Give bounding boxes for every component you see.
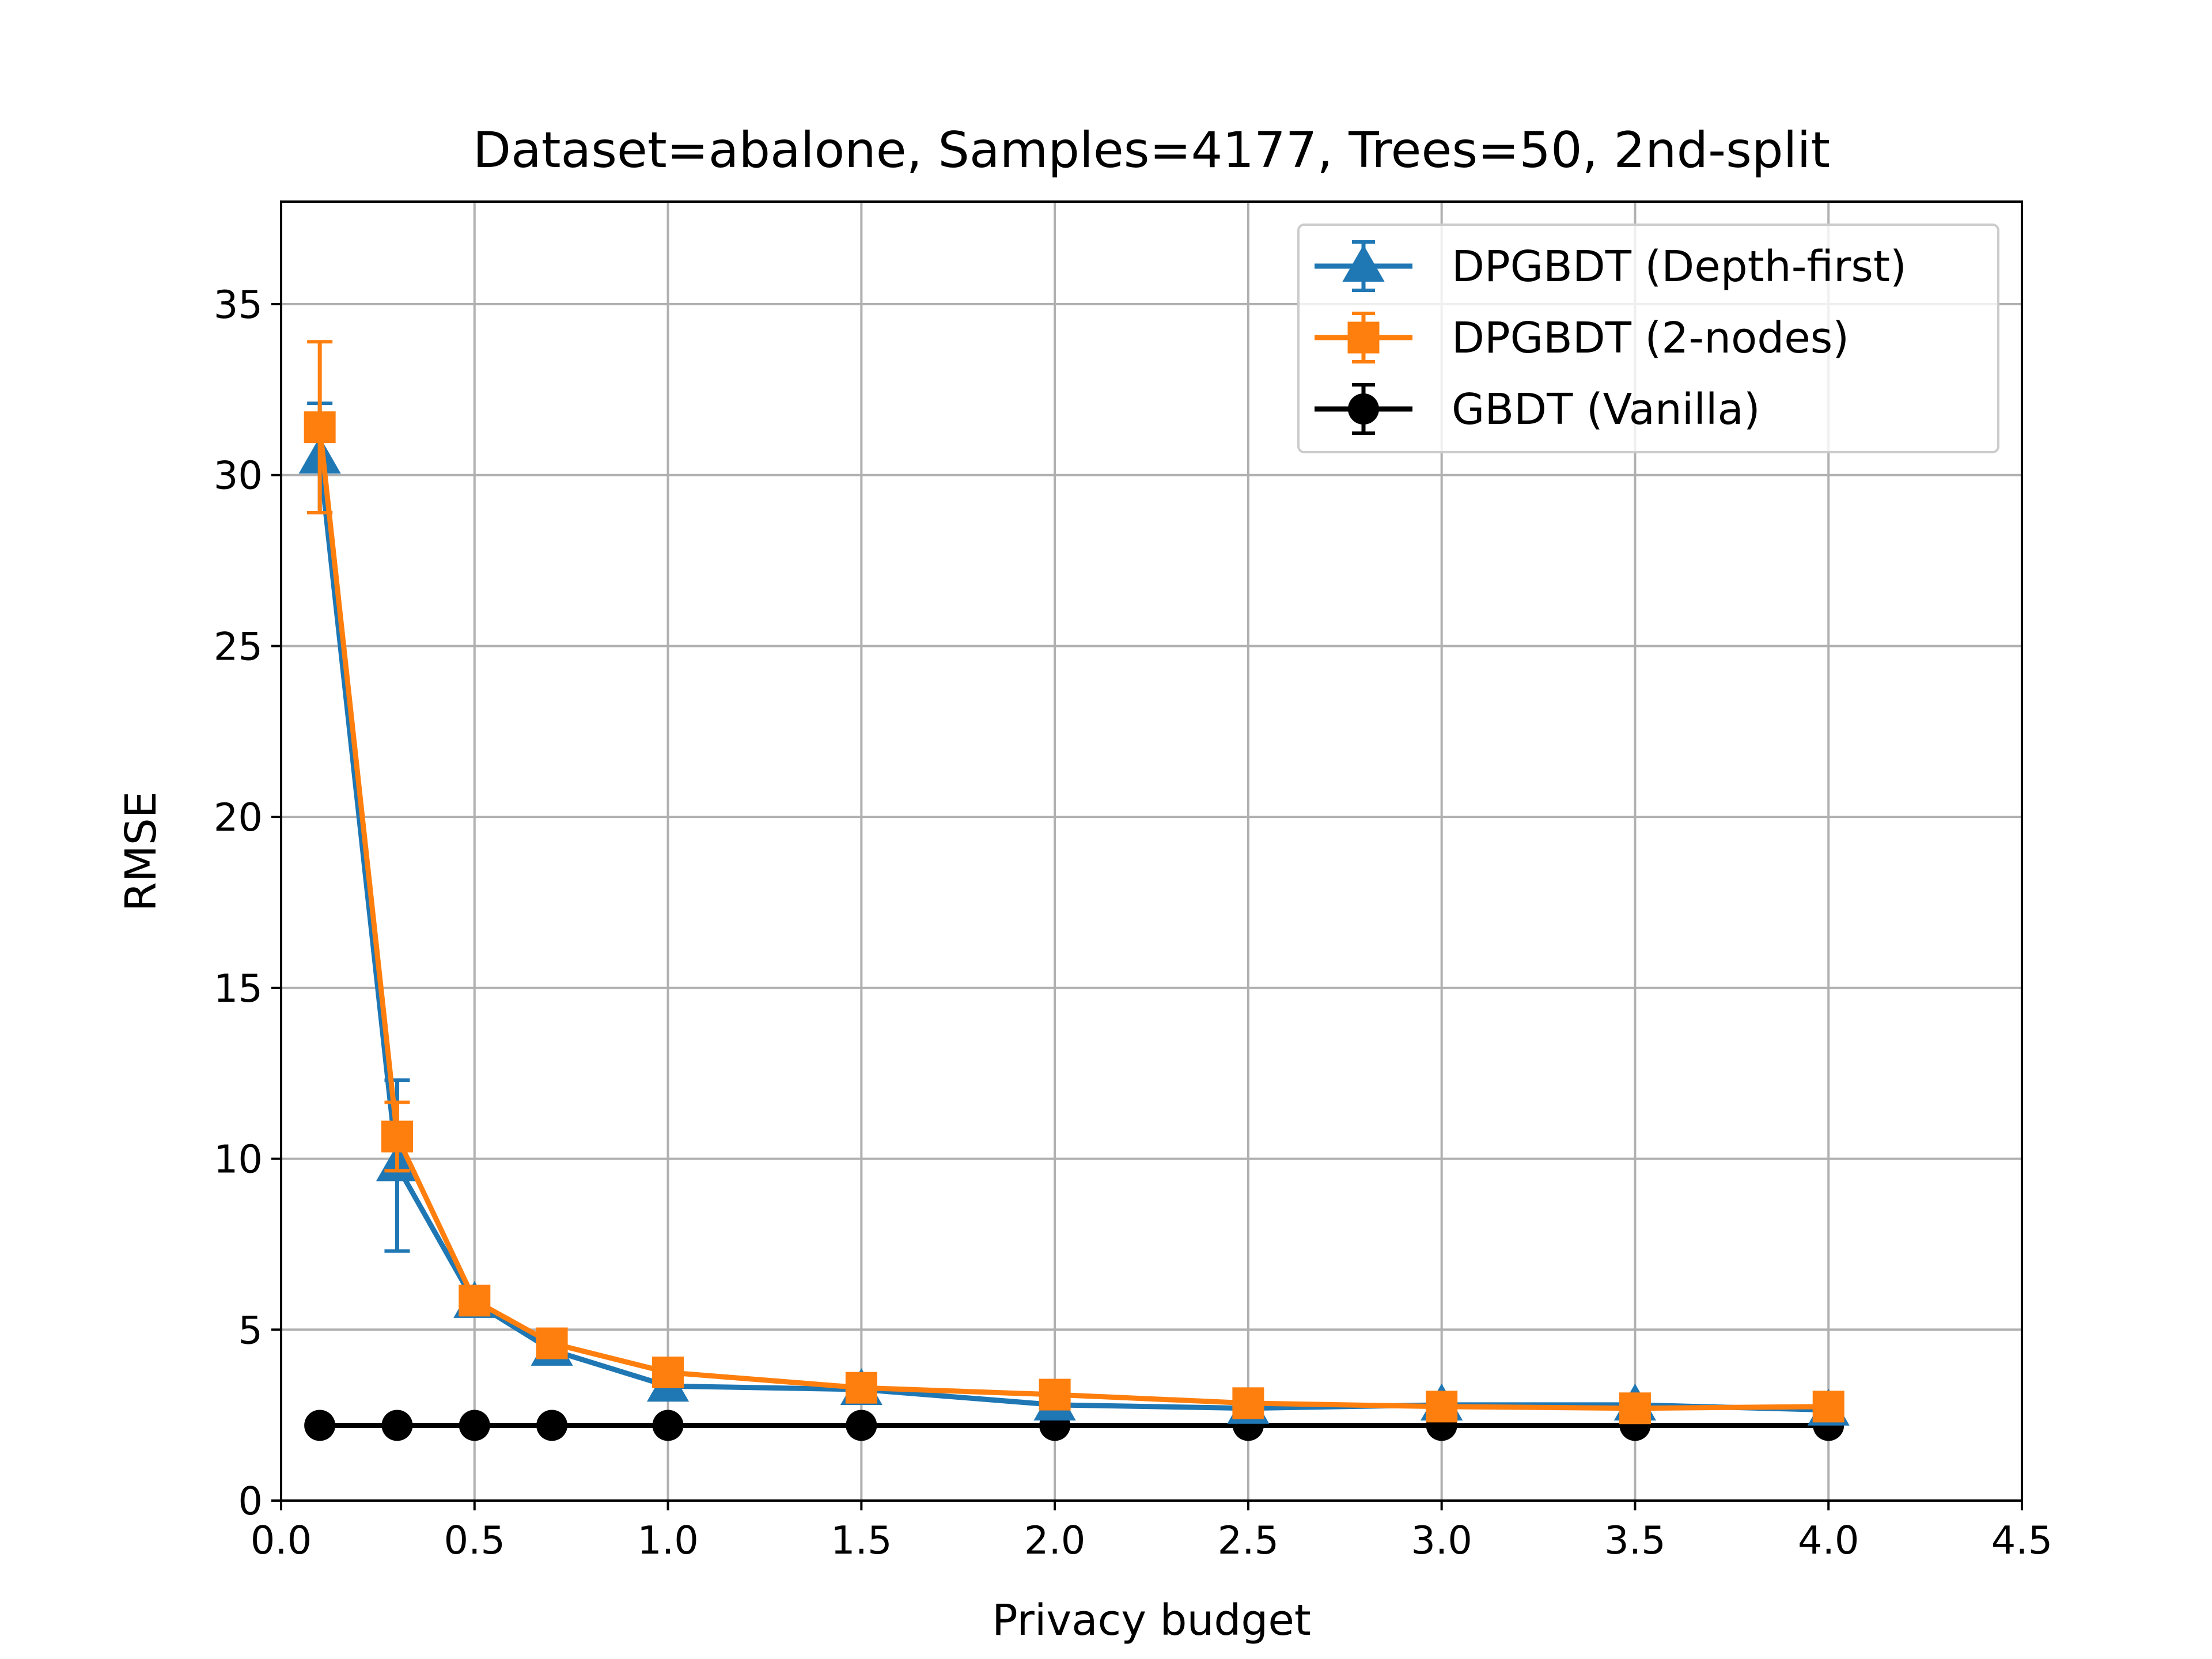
legend-marker <box>1347 321 1380 354</box>
data-point <box>304 1410 336 1441</box>
x-tick-label: 2.5 <box>1218 1518 1279 1563</box>
axis-ticks: 0.0 0.5 1.0 1.5 2.0 2.5 3.0 3.5 4.0 4.5 0 5 10 15 20 25… <box>214 282 2053 1563</box>
data-point <box>652 1410 684 1441</box>
chart-title: Dataset=abalone, Samples=4177, Trees=50,… <box>473 122 1830 179</box>
legend-entry: DPGBDT (2-nodes) <box>1315 312 1849 363</box>
legend-label: DPGBDT (2-nodes) <box>1452 313 1849 363</box>
x-tick-label: 0.5 <box>444 1518 505 1563</box>
data-point <box>846 1410 877 1441</box>
data-point <box>1426 1391 1458 1423</box>
data-point <box>459 1410 490 1441</box>
data-point <box>381 1120 413 1153</box>
data-point <box>536 1327 568 1359</box>
data-point <box>459 1285 491 1317</box>
x-axis-label: Privacy budget <box>992 1596 1311 1645</box>
data-point <box>1812 1391 1844 1423</box>
legend-label: DPGBDT (Depth-first) <box>1452 242 1907 291</box>
y-tick-label: 20 <box>214 795 263 840</box>
y-tick-label: 25 <box>214 624 263 669</box>
legend-marker <box>1342 244 1385 282</box>
x-tick-label: 1.5 <box>831 1518 892 1563</box>
data-point <box>1619 1392 1651 1425</box>
y-tick-label: 0 <box>238 1479 263 1524</box>
y-tick-label: 5 <box>238 1308 263 1353</box>
plot-series <box>298 340 1850 1441</box>
legend-label: GBDT (Vanilla) <box>1452 385 1760 434</box>
series-1 <box>304 340 1844 1425</box>
plot-frame <box>280 200 2023 1502</box>
x-tick-label: 0.0 <box>251 1518 312 1563</box>
x-tick-label: 3.5 <box>1604 1518 1666 1563</box>
x-tick-label: 4.0 <box>1798 1518 1859 1563</box>
data-point <box>1232 1387 1264 1419</box>
legend-entry: GBDT (Vanilla) <box>1315 383 1760 435</box>
y-axis-label: RMSE <box>116 791 166 912</box>
legend: DPGBDT (Depth-first) DPGBDT (2-nodes) GBDT… <box>1297 224 1999 453</box>
x-tick-label: 4.5 <box>1991 1518 2053 1563</box>
data-point <box>536 1410 568 1441</box>
x-tick-label: 1.0 <box>637 1518 699 1563</box>
data-point <box>845 1372 877 1404</box>
data-point <box>304 411 336 444</box>
data-point <box>652 1356 684 1388</box>
x-tick-label: 3.0 <box>1411 1518 1472 1563</box>
legend-box <box>1297 224 1999 453</box>
y-tick-label: 10 <box>214 1137 263 1182</box>
y-tick-label: 30 <box>214 453 263 498</box>
data-point <box>1039 1378 1071 1411</box>
y-tick-label: 15 <box>214 966 263 1011</box>
data-point <box>381 1410 413 1441</box>
series-2 <box>304 1410 1844 1441</box>
y-tick-label: 35 <box>214 282 263 327</box>
x-tick-label: 2.0 <box>1024 1518 1086 1563</box>
legend-entry: DPGBDT (Depth-first) <box>1315 240 1907 292</box>
legend-marker <box>1348 393 1379 425</box>
